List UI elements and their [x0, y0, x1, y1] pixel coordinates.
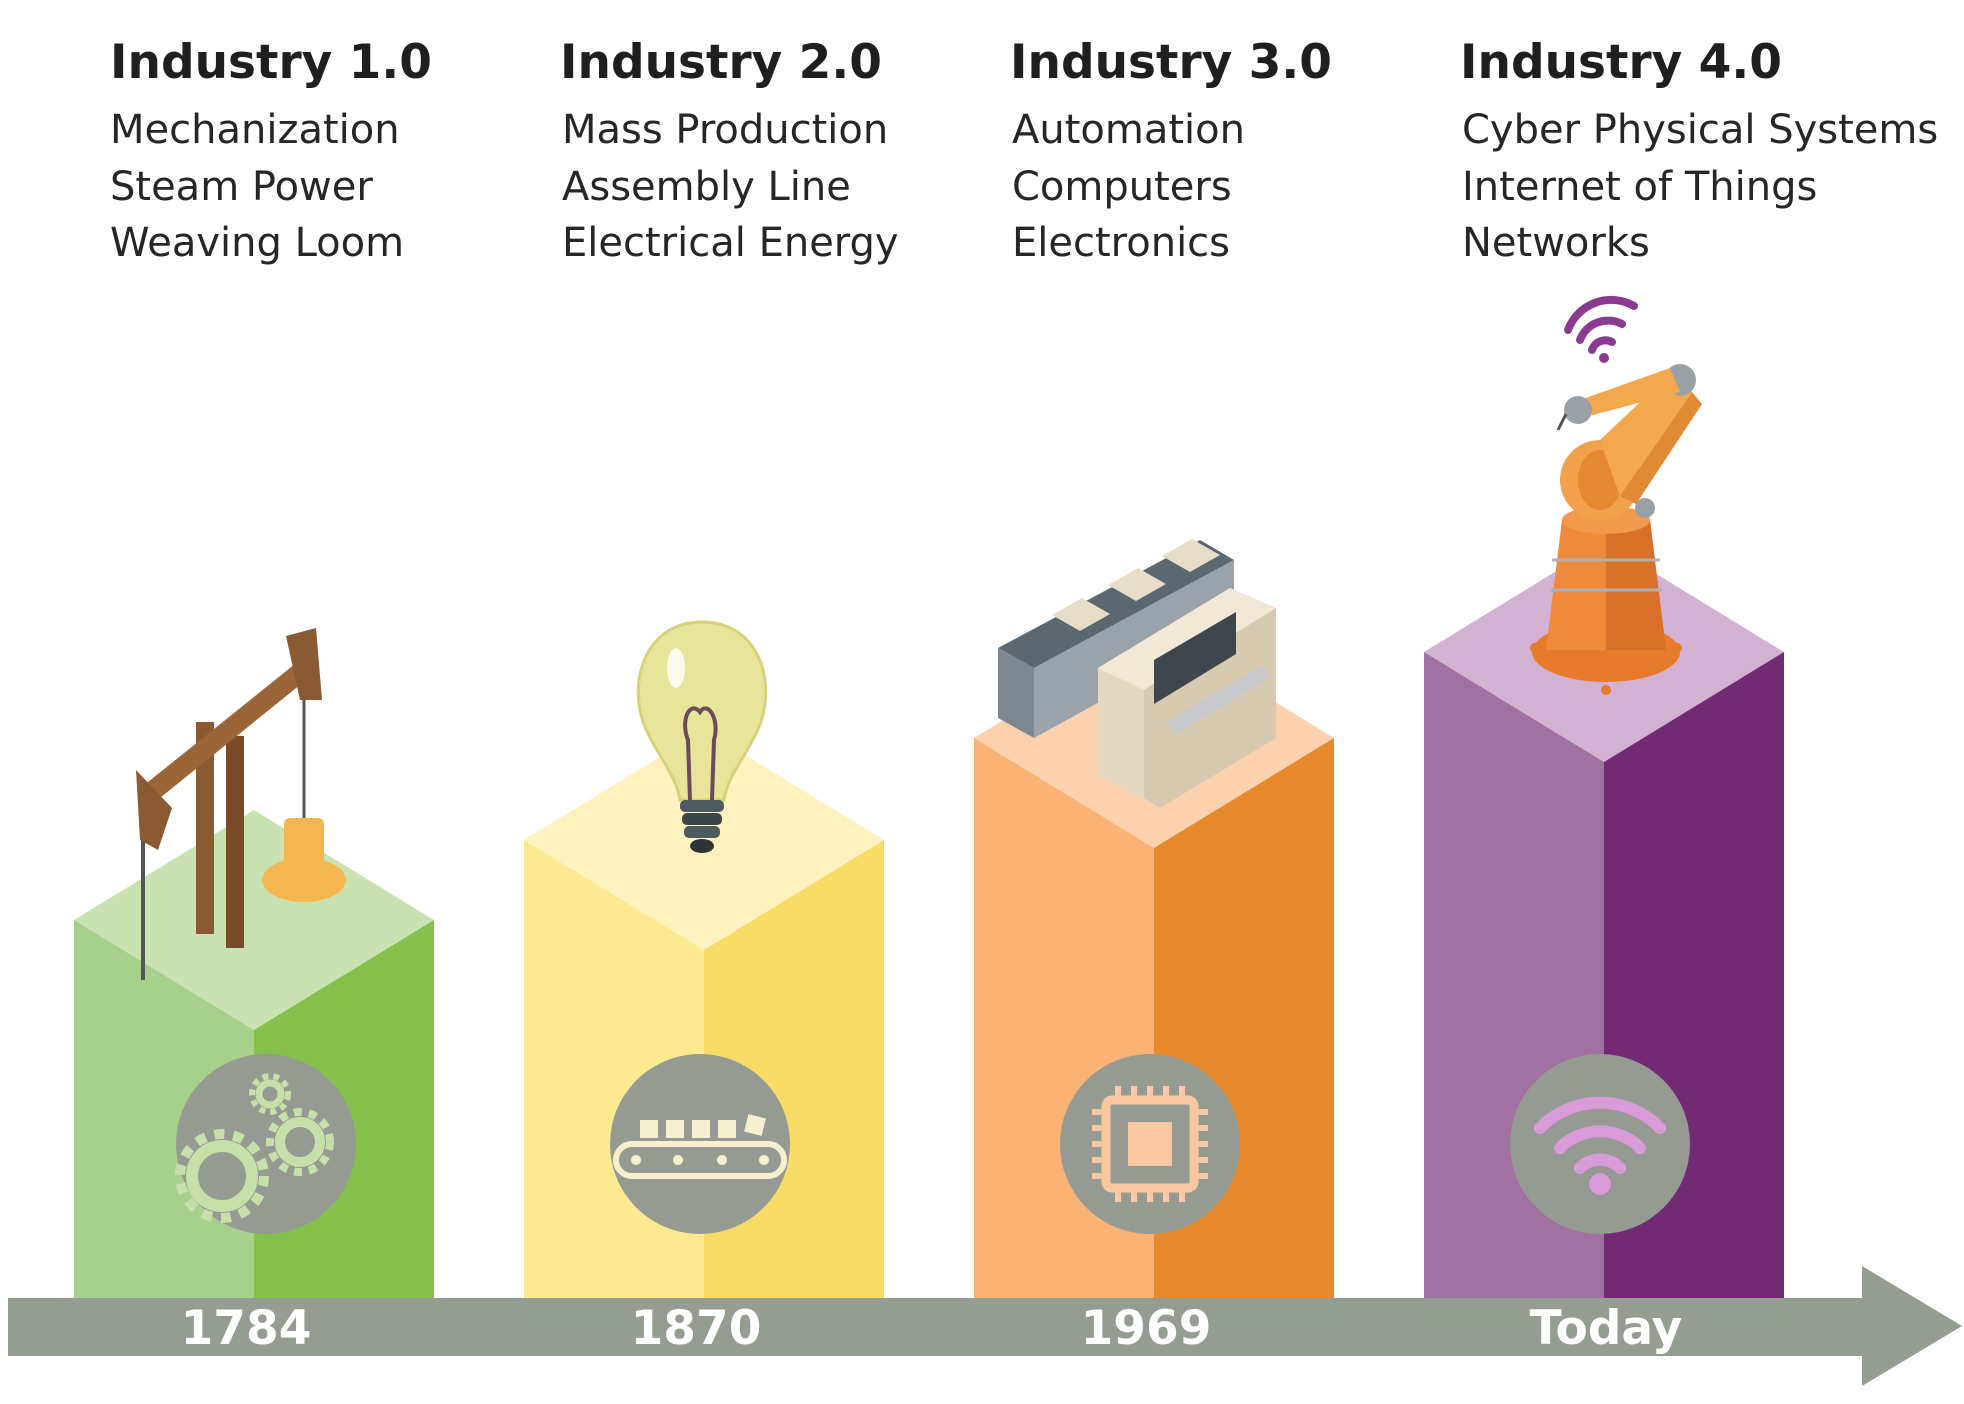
light-bulb-icon — [636, 620, 768, 853]
pumpjack-icon — [136, 628, 346, 980]
year-label: Today — [1530, 1301, 1683, 1356]
year-label: 1784 — [181, 1301, 312, 1356]
conveyor-badge — [610, 1054, 790, 1234]
era-column-4: Industry 4.0 Cyber Physical Systems Inte… — [1424, 35, 1938, 1300]
era-item: Mass Production — [562, 107, 888, 153]
era-item: Weaving Loom — [110, 220, 404, 266]
era-title: Industry 3.0 — [1010, 35, 1332, 90]
era-column-2: Industry 2.0 Mass Production Assembly Li… — [524, 35, 899, 1300]
era-item: Networks — [1462, 220, 1650, 266]
era-title: Industry 2.0 — [560, 35, 882, 90]
year-label: 1870 — [631, 1301, 762, 1356]
era-column-1: Industry 1.0 Mechanization Steam Power W… — [74, 35, 434, 1300]
era-item: Electrical Energy — [562, 220, 899, 266]
wifi-signal-icon — [1564, 295, 1638, 363]
era-item: Automation — [1012, 107, 1245, 153]
era-item: Steam Power — [110, 164, 373, 210]
era-item: Mechanization — [110, 107, 400, 153]
computer-terminal-icon — [998, 539, 1276, 808]
microchip-icon — [1092, 1086, 1208, 1202]
wifi-icon — [1534, 1096, 1666, 1195]
era-item: Assembly Line — [562, 164, 851, 210]
wifi-badge — [1510, 1054, 1690, 1234]
microchip-badge — [1060, 1054, 1240, 1234]
timeline-arrow: 1784 1870 1969 Today — [8, 1266, 1962, 1386]
robotic-arm-icon — [1530, 364, 1702, 695]
era-item: Computers — [1012, 164, 1232, 210]
era-item: Electronics — [1012, 220, 1230, 266]
year-label: 1969 — [1081, 1301, 1212, 1356]
conveyor-belt-icon — [613, 1114, 787, 1179]
gears-icon — [175, 1073, 334, 1223]
gears-badge — [175, 1054, 356, 1234]
era-title: Industry 4.0 — [1460, 35, 1782, 90]
era-column-3: Industry 3.0 Automation Computers Electr… — [974, 35, 1334, 1300]
era-item: Cyber Physical Systems — [1462, 107, 1938, 153]
era-item: Internet of Things — [1462, 164, 1817, 210]
timeline-arrow-shape — [8, 1266, 1962, 1386]
era-title: Industry 1.0 — [110, 35, 432, 90]
